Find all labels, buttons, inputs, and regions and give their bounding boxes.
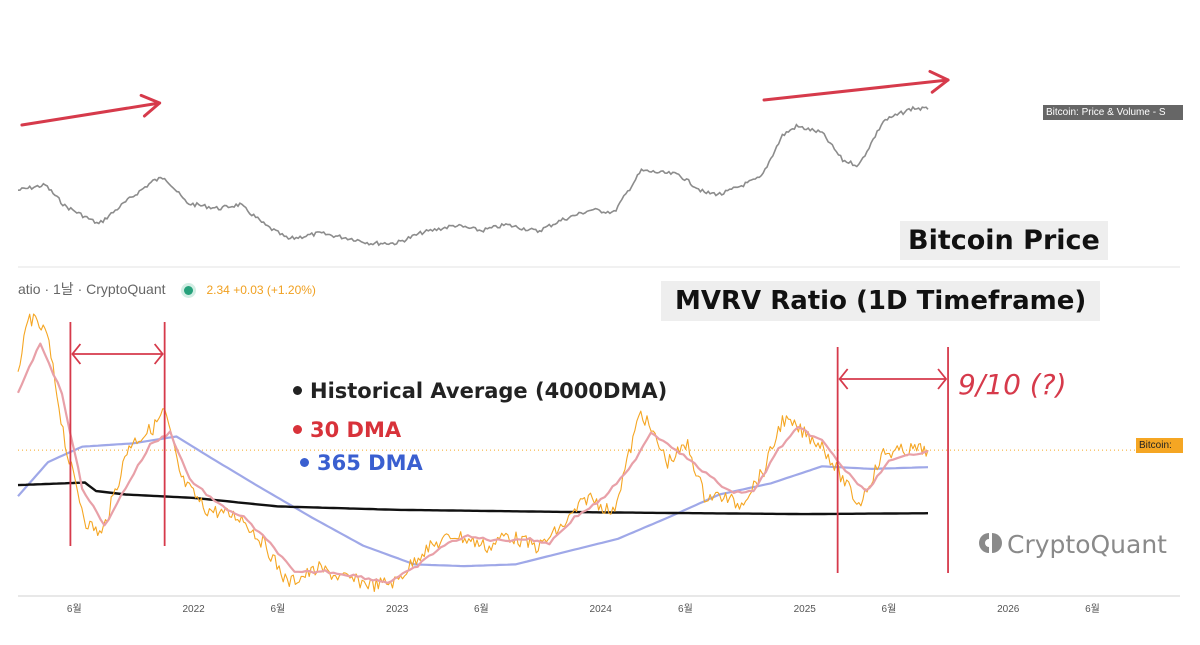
mvrv-ratio-line: [17, 313, 929, 593]
x-tick-label: 2022: [183, 604, 206, 615]
bracket-right-arrowhead: [153, 343, 164, 365]
x-tick-label: 2025: [794, 604, 817, 615]
cycle-bracket: [836, 347, 949, 573]
legend-label: 365 DMA: [317, 451, 423, 475]
x-tick-label: 6월: [882, 603, 897, 615]
legend-30-dma: 30 DMA: [293, 418, 401, 442]
x-axis: 6월 2022 6월 2023 6월 2024 6월 2025 6월 2026 6월: [67, 603, 1100, 615]
trend-arrow-shaft: [762, 78, 950, 102]
legend-dot-icon: [293, 424, 302, 434]
x-tick-label: 2023: [386, 604, 409, 615]
annotation-layer: [69, 322, 949, 573]
legend-dot-icon: [293, 385, 302, 395]
x-tick-label: 2026: [997, 604, 1020, 615]
mvrv-panel: [16, 313, 1136, 593]
indicator-value: 2.34 +0.03 (+1.20%): [206, 283, 316, 297]
price-line: [17, 105, 929, 247]
mvrv-panel-label: MVRV Ratio (1D Timeframe): [661, 281, 1101, 321]
trend-arrow-head: [139, 93, 162, 118]
trend-arrow: [20, 93, 162, 127]
dma-30-line: [16, 342, 929, 584]
trend-arrow-head: [928, 69, 950, 94]
mvrv-series-tag: Bitcoin:: [1136, 438, 1183, 453]
trend-arrow: [762, 69, 950, 102]
indicator-name: atio · 1날 · CryptoQuant: [18, 281, 166, 297]
legend-dot-icon: [300, 457, 309, 467]
x-tick-label: 6월: [67, 603, 82, 615]
x-tick-label: 6월: [474, 603, 489, 615]
cryptoquant-logo-icon: [979, 533, 1002, 553]
price-series-tag: Bitcoin: Price & Volume - S: [1043, 105, 1183, 120]
x-tick-label: 6월: [678, 603, 693, 615]
bracket-left-arrowhead: [838, 368, 849, 390]
cycle-bracket: [69, 322, 166, 546]
watermark-text: CryptoQuant: [1007, 530, 1167, 559]
x-tick-label: 2024: [590, 604, 613, 615]
bracket-left-arrowhead: [71, 343, 82, 365]
dma-365-line: [17, 435, 929, 568]
historical-average-line: [17, 481, 929, 516]
legend-historical-average: Historical Average (4000DMA): [293, 379, 667, 403]
cycle-annotation: 9/10 (?): [958, 368, 1067, 401]
legend-label: Historical Average (4000DMA): [310, 379, 668, 403]
trend-arrow-shaft: [20, 101, 162, 127]
legend-label: 30 DMA: [310, 418, 402, 442]
price-panel-label: Bitcoin Price: [900, 221, 1108, 260]
legend-365-dma: 365 DMA: [300, 451, 423, 475]
x-tick-label: 6월: [270, 603, 285, 615]
x-tick-label: 6월: [1085, 603, 1100, 615]
bracket-right-arrowhead: [937, 368, 948, 390]
price-panel: [17, 69, 950, 247]
watermark: CryptoQuant: [977, 530, 1167, 559]
indicator-header: atio · 1날 · CryptoQuant 2.34 +0.03 (+1.20…: [18, 279, 316, 299]
status-dot-icon: [183, 285, 193, 295]
